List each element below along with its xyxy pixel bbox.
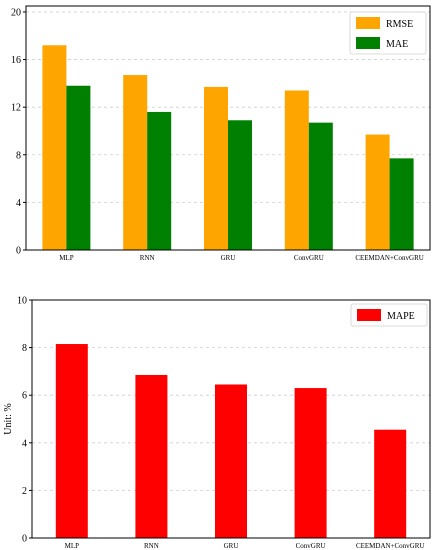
y-tick-label: 4 xyxy=(22,438,27,449)
x-tick-label: MLP xyxy=(65,542,80,550)
bar-mae-mlp xyxy=(66,85,91,250)
x-tick-label: RNN xyxy=(144,542,159,550)
x-tick-label: ConvGRU xyxy=(294,254,324,262)
y-tick-label: 8 xyxy=(16,150,21,161)
x-tick-label: MLP xyxy=(59,254,74,262)
x-tick-label: RNN xyxy=(140,254,155,262)
bar-mape-mlp xyxy=(55,344,88,538)
y-tick-label: 2 xyxy=(22,486,27,497)
x-tick-label: CEEMDAN+ConvGRU xyxy=(356,542,425,550)
bar-rmse-convgru xyxy=(284,90,309,250)
bar-rmse-rnn xyxy=(123,75,148,250)
y-tick-label: 16 xyxy=(11,55,21,66)
bar-rmse-gru xyxy=(204,86,228,250)
legend-label-rmse: RMSE xyxy=(386,19,413,30)
y-tick-label: 6 xyxy=(22,391,27,402)
axes-frame xyxy=(31,299,431,539)
y-tick-label: 10 xyxy=(17,296,27,307)
legend: RMSE MAE xyxy=(349,11,427,55)
legend-label-mape: MAPE xyxy=(387,311,415,322)
legend-label-mae: MAE xyxy=(386,39,408,50)
bar-mae-ceemdan-convgru xyxy=(389,158,414,250)
legend: MAPE xyxy=(350,303,428,327)
chart-mape: 0 2 4 6 8 10 MLP RNN GRU ConvGRU CEEMDAN+ConvGRU Un… xyxy=(3,296,431,550)
bar-mape-gru xyxy=(215,384,247,538)
chart-rmse-mae: 0 4 8 12 16 20 MLP RNN GRU ConvGRU CEEMDAN+ConvGRU… xyxy=(11,5,431,262)
axes-frame xyxy=(25,5,431,251)
y-tick-label: 12 xyxy=(11,103,21,114)
y-tick-label: 4 xyxy=(16,198,21,209)
legend-swatch-mape xyxy=(357,309,381,321)
bar-rmse-mlp xyxy=(42,45,67,251)
bar-mae-convgru xyxy=(308,122,333,250)
y-tick-label: 8 xyxy=(22,343,27,354)
legend-swatch-rmse xyxy=(356,17,380,29)
x-tick-label: GRU xyxy=(221,254,236,262)
bar-rmse-ceemdan-convgru xyxy=(365,134,390,250)
x-tick-label: ConvGRU xyxy=(296,542,326,550)
bar-mape-ceemdan-convgru xyxy=(374,429,407,538)
bar-mape-convgru xyxy=(294,388,327,538)
legend-swatch-mae xyxy=(356,37,380,49)
y-tick-label: 0 xyxy=(22,534,27,545)
x-tick-label: GRU xyxy=(224,542,239,550)
y-tick-label: 20 xyxy=(11,7,21,18)
bar-mae-gru xyxy=(228,120,252,250)
y-axis-label: Unit: % xyxy=(3,403,14,434)
y-tick-label: 0 xyxy=(16,246,21,257)
bar-mae-rnn xyxy=(147,111,172,251)
x-tick-label: CEEMDAN+ConvGRU xyxy=(355,254,424,262)
bar-mape-rnn xyxy=(135,374,168,538)
